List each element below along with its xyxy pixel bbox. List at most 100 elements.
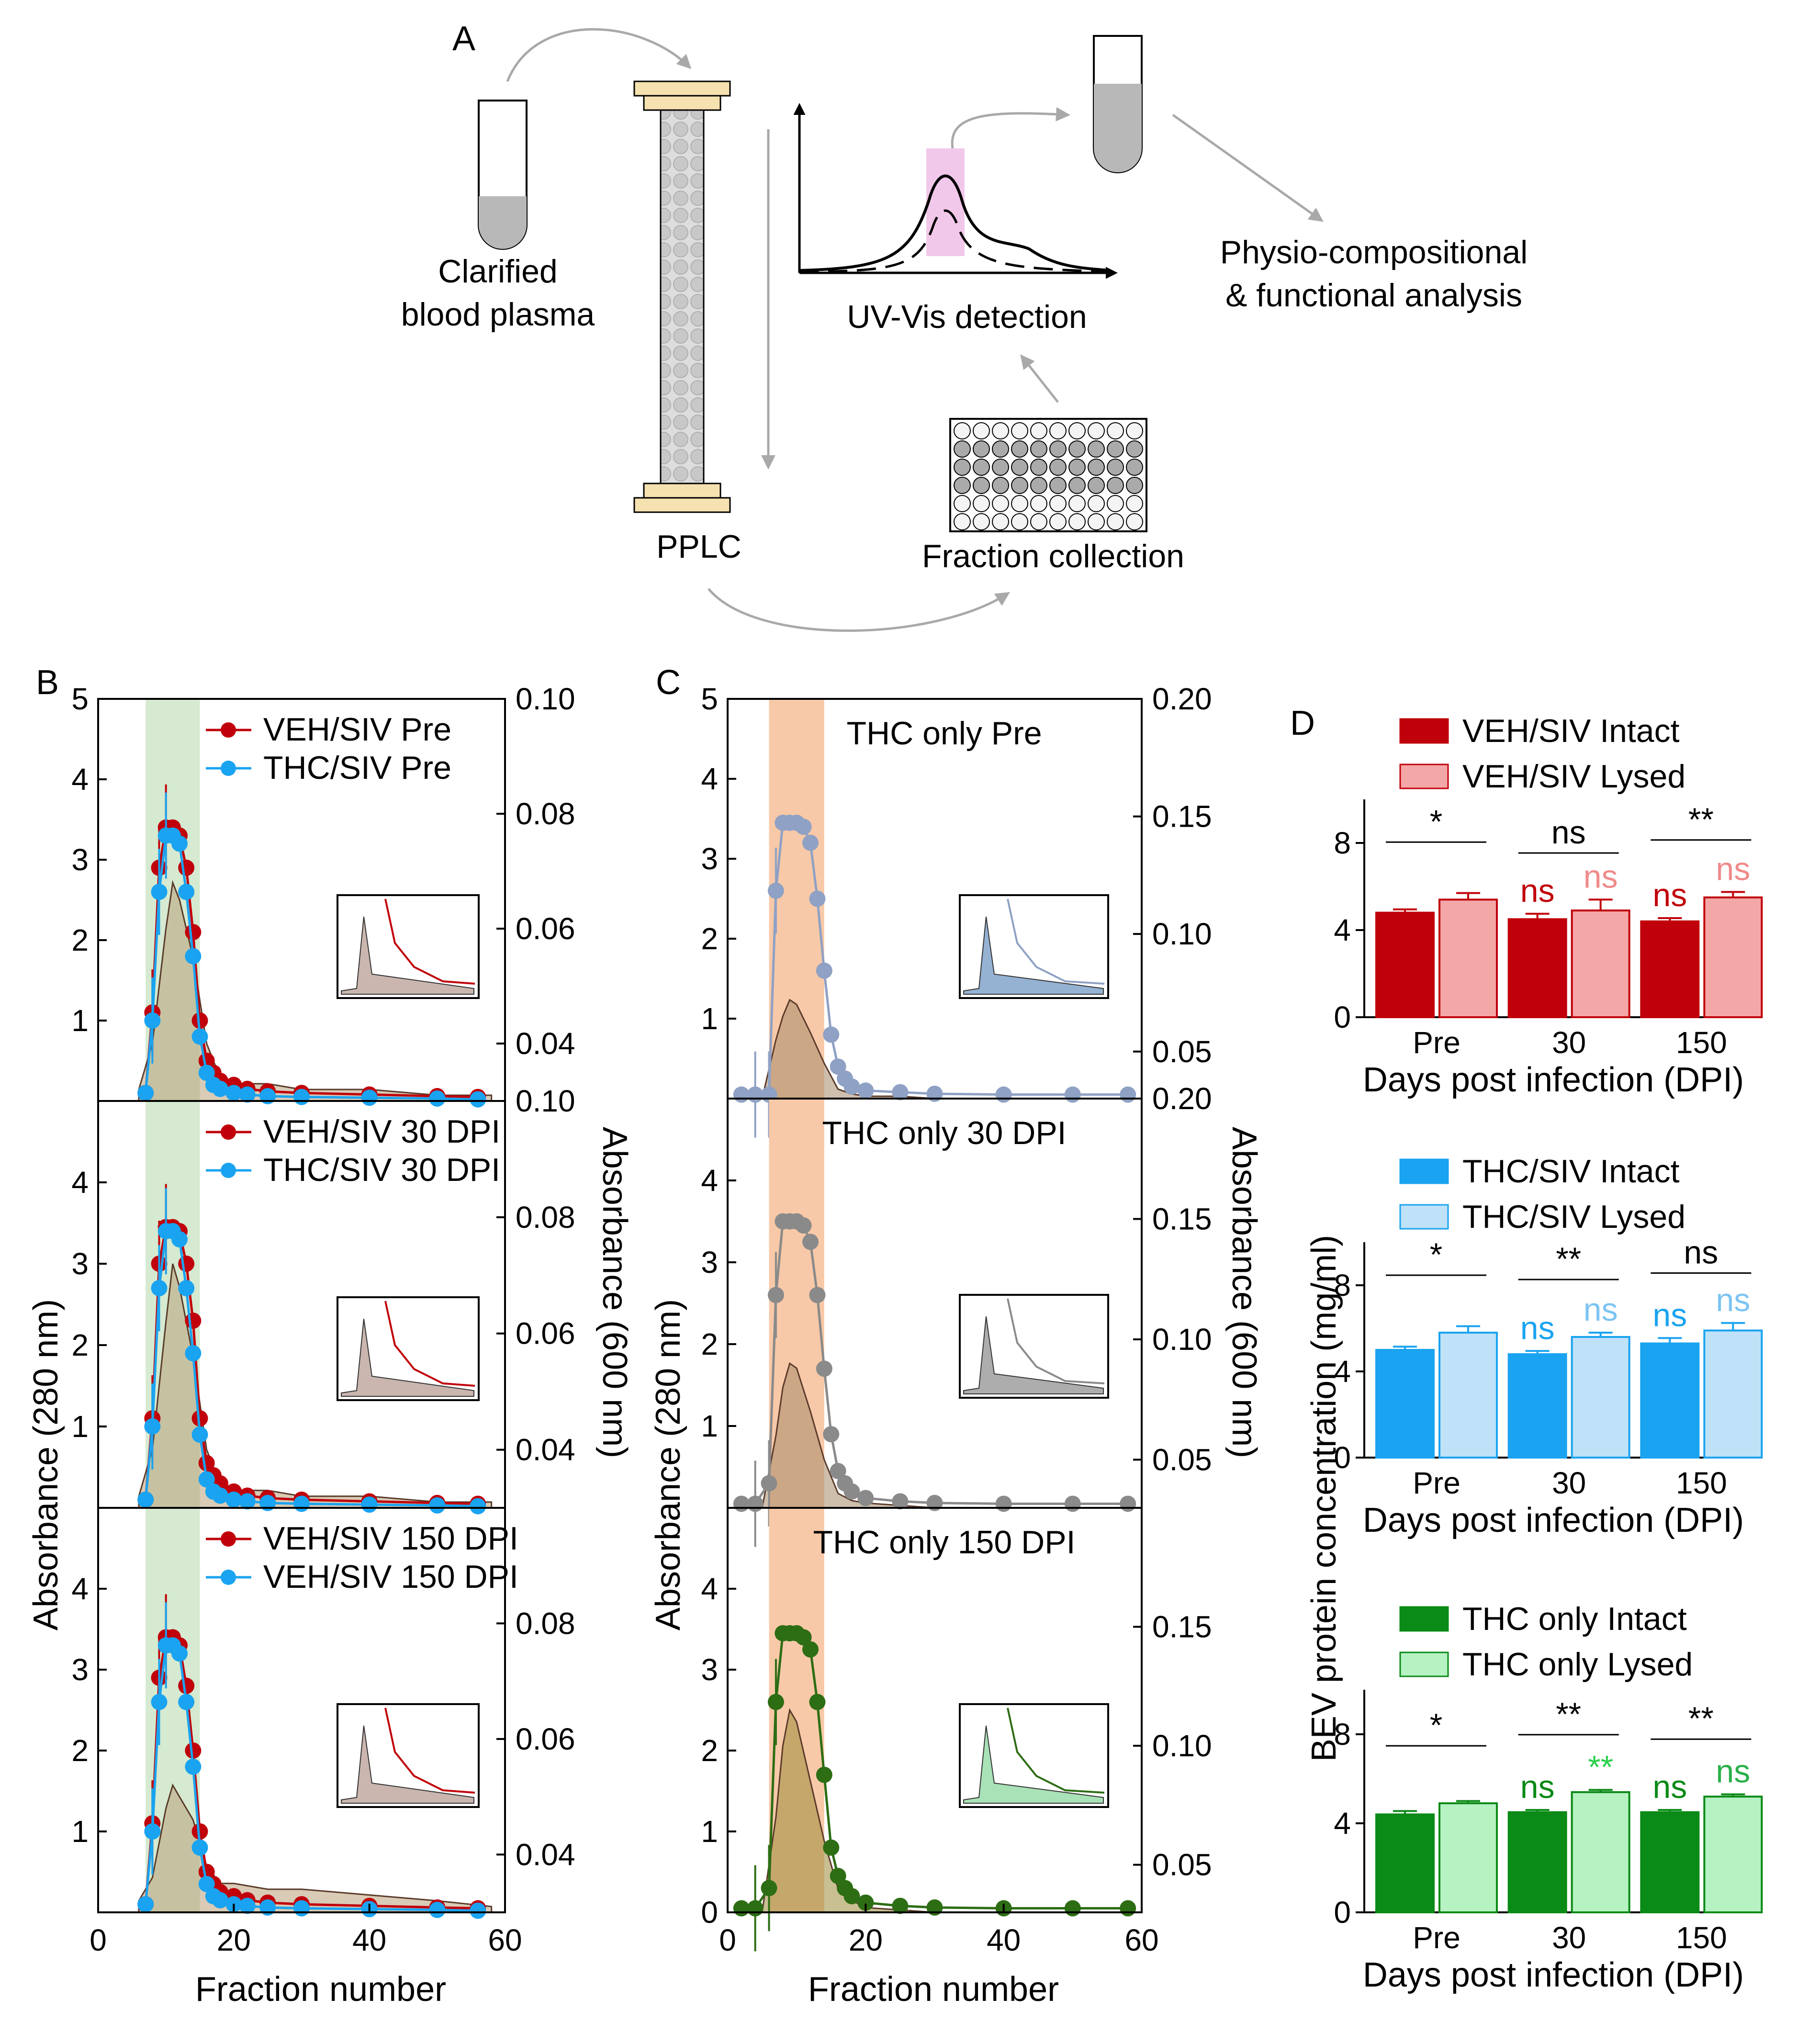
category-label: 150 xyxy=(1676,1466,1727,1500)
right-tick-label: 0.10 xyxy=(516,682,575,716)
series-point xyxy=(191,1426,208,1443)
legend-label: THC only Lysed xyxy=(1462,1646,1693,1683)
plate-well xyxy=(1107,459,1124,476)
series-point xyxy=(293,1495,310,1512)
series-point xyxy=(178,859,195,876)
series-point xyxy=(293,1089,310,1105)
legend-label: THC/SIV 30 DPI xyxy=(263,1152,500,1188)
absorbance-600-area xyxy=(741,999,1128,1100)
significance-mark: ns xyxy=(1716,851,1750,887)
plate-well xyxy=(1049,422,1067,439)
right-tick-label: 0.20 xyxy=(1152,682,1212,716)
chromatogram-c-middle: 1 2 3 4 0.05 0.10 0.15 0.20 THC only 30 DPI xyxy=(701,1081,1212,1547)
bar xyxy=(1703,1329,1763,1459)
series-point xyxy=(795,1217,812,1234)
inset-plot xyxy=(337,1296,480,1401)
series-point xyxy=(470,1902,486,1919)
plate-well xyxy=(1030,440,1047,458)
series-point xyxy=(191,1823,208,1840)
panel-a-workflow: A Clarified blood plasma PPLC UV-Vi xyxy=(401,20,1528,632)
series-point xyxy=(892,1084,909,1100)
x-tick-label: 40 xyxy=(987,1923,1021,1957)
fraction-tube-icon xyxy=(1093,35,1143,173)
series-point xyxy=(802,1234,819,1250)
y-tick-label: 0 xyxy=(1334,1440,1351,1475)
plate-well xyxy=(1088,477,1105,494)
legend-swatch xyxy=(1399,1606,1449,1632)
b-right-axis-title: Absorbance (600 nm) xyxy=(595,1127,634,1458)
significance-mark: ns xyxy=(1652,1769,1687,1805)
right-tick-label: 0.05 xyxy=(1152,1442,1212,1477)
analysis-label-line2: & functional analysis xyxy=(1225,277,1522,314)
right-tick-label: 0.08 xyxy=(516,1200,575,1235)
left-tick-label: 1 xyxy=(71,1003,89,1038)
bar xyxy=(1507,918,1567,1018)
inset-280-line xyxy=(384,1301,475,1387)
plate-well xyxy=(1011,422,1028,439)
bracket-label: ns xyxy=(1551,814,1586,851)
series-point xyxy=(857,1082,874,1099)
plate-well xyxy=(1107,513,1124,530)
left-tick-label: 3 xyxy=(71,1652,89,1687)
plate-well xyxy=(1049,495,1067,512)
plate-well xyxy=(954,495,971,512)
bar xyxy=(1703,896,1763,1018)
left-tick-label: 1 xyxy=(701,1001,718,1036)
inset-600-area xyxy=(341,916,474,995)
plate-well xyxy=(1011,477,1028,494)
y-tick-label: 8 xyxy=(1334,1268,1351,1302)
significance-mark: ns xyxy=(1716,1282,1750,1318)
legend-marker xyxy=(221,1124,236,1140)
x-tick-label: 0 xyxy=(90,1923,107,1957)
plate-well xyxy=(1068,513,1086,530)
bar xyxy=(1507,1811,1567,1913)
left-tick-label: 1 xyxy=(71,1409,89,1444)
plate-well xyxy=(1107,495,1124,512)
arrow-tube-to-analysis xyxy=(1172,113,1324,222)
plate-well xyxy=(1068,422,1086,439)
arrow-detection-to-tube xyxy=(951,107,1070,149)
inset-plot xyxy=(337,1703,480,1808)
plate-well xyxy=(1030,459,1047,476)
y-tick-label: 8 xyxy=(1334,826,1351,860)
plot-frame xyxy=(97,1507,506,1913)
series-point xyxy=(1064,1495,1081,1512)
plate-well xyxy=(954,477,971,494)
left-tick-label: 1 xyxy=(71,1814,89,1849)
series-point xyxy=(809,890,826,907)
bar xyxy=(1375,1813,1435,1913)
inset-600-area xyxy=(963,916,1104,995)
chromatogram-c-bottom: 0 1 2 3 4 0.05 0.10 0.15 0 20 40 60 THC only 150 DPI xyxy=(701,1507,1212,1957)
series-point xyxy=(843,1888,860,1905)
series-point xyxy=(239,1493,256,1510)
panel-letter-a: A xyxy=(452,20,475,58)
left-tick-label: 2 xyxy=(71,1328,89,1362)
plate-well xyxy=(1088,440,1105,458)
plate-well xyxy=(1126,440,1143,458)
bar xyxy=(1703,1796,1763,1913)
legend-marker xyxy=(221,1531,236,1547)
series-point xyxy=(843,1483,860,1500)
plate-well xyxy=(1049,477,1067,494)
plate-well xyxy=(1088,495,1105,512)
panel-letter-d: D xyxy=(1290,704,1315,742)
x-tick-label: 60 xyxy=(488,1923,522,1957)
series-point xyxy=(361,1496,378,1513)
plate-well xyxy=(1049,459,1067,476)
panel-letter-b: B xyxy=(36,663,59,702)
right-tick-label: 0.10 xyxy=(1152,1322,1212,1357)
bar xyxy=(1571,1336,1630,1459)
panel-title: THC only 30 DPI xyxy=(822,1115,1066,1151)
x-axis-title: Days post infection (DPI) xyxy=(1363,1501,1744,1539)
series-point xyxy=(191,1410,208,1426)
b-left-axis-title: Absorbance (280 nm) xyxy=(27,1299,65,1630)
left-tick-label: 3 xyxy=(71,1246,89,1281)
plate-well xyxy=(954,440,971,458)
plate-well xyxy=(1107,422,1124,439)
inset-600-area xyxy=(341,1725,474,1804)
series-point xyxy=(830,1463,846,1480)
category-label: 30 xyxy=(1552,1025,1586,1060)
left-tick-label: 2 xyxy=(71,923,89,957)
plate-well xyxy=(1068,495,1086,512)
